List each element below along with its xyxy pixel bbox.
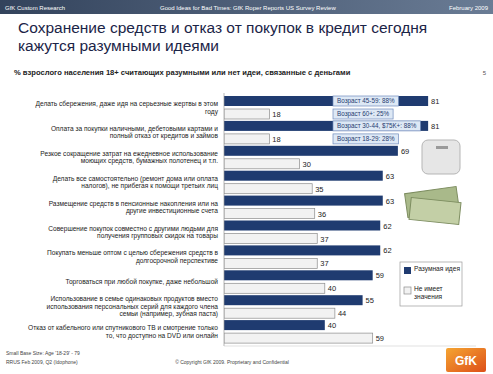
footer-copyright: © Copyright GfK 2009. Proprietary and Co… xyxy=(175,359,289,365)
header-center: Good Ideas for Bad Times: GfK Roper Repo… xyxy=(160,5,336,11)
category-label: Совершение покупок совместно с другими л… xyxy=(28,225,218,240)
decor-image xyxy=(422,140,460,174)
bar xyxy=(224,134,269,144)
legend-swatch xyxy=(404,267,411,274)
bar xyxy=(224,171,383,181)
category-label: Оплата за покупки наличными, дебетовыми … xyxy=(28,125,218,140)
legend-label: Разумная идея xyxy=(414,265,460,273)
bar xyxy=(224,109,269,119)
legend-label: Не имеет значения xyxy=(414,285,460,300)
bar xyxy=(224,184,312,194)
data-label: 59 xyxy=(376,334,384,343)
subtitle: % взрослого населения 18+ считающих разу… xyxy=(14,68,351,77)
category-label: Размещение средств в пенсионные накоплен… xyxy=(28,200,218,215)
bar xyxy=(224,308,335,318)
legend-swatch xyxy=(404,287,411,294)
bar xyxy=(224,221,380,231)
data-label: 62 xyxy=(383,222,391,231)
data-label: 37 xyxy=(320,259,328,268)
bar xyxy=(224,245,380,255)
category-label: Отказ от кабельного или спутникового ТВ … xyxy=(28,324,218,339)
data-label: 40 xyxy=(328,321,336,330)
logo: GfK xyxy=(455,354,477,368)
bar xyxy=(224,295,363,305)
annotation-box xyxy=(333,121,420,131)
bar xyxy=(224,270,373,280)
header-right: February 2009 xyxy=(449,5,489,11)
category-label: Делать все самостоятельно (ремонт дома и… xyxy=(28,175,218,190)
category-label: Делать сбережения, даже идя на серьезные… xyxy=(28,100,218,115)
annotation: Возраст 30-44, $75K+: 88% xyxy=(337,122,417,130)
annotation: Возраст 45-59: 88% xyxy=(337,97,395,105)
bar xyxy=(224,283,325,293)
annotation: Возраст 60+: 25% xyxy=(337,110,389,118)
annotation: Возраст 18-29: 28% xyxy=(337,135,395,143)
category-label: Использование в семье одинаковых продукт… xyxy=(28,295,218,318)
footer-note: Small Base Size: Age '18-29' - 79 xyxy=(6,350,80,356)
legend-box xyxy=(400,262,462,306)
bars xyxy=(224,96,428,343)
data-label: 81 xyxy=(431,122,439,131)
bar xyxy=(224,320,325,330)
data-label: 63 xyxy=(386,172,394,181)
data-label: 59 xyxy=(376,271,384,280)
data-label: 40 xyxy=(328,284,336,293)
bar xyxy=(224,258,317,268)
annotation-box xyxy=(333,96,399,106)
slide: GfK Custom Research Good Ideas for Bad Ti… xyxy=(0,0,493,374)
data-label: 18 xyxy=(272,110,280,119)
bar xyxy=(224,196,383,206)
annotation-box xyxy=(333,134,399,144)
bar xyxy=(224,96,428,106)
category-label: Резкое сокращение затрат на ежедневное и… xyxy=(28,150,218,165)
data-label: 63 xyxy=(386,197,394,206)
data-label: 30 xyxy=(303,160,311,169)
data-label: 36 xyxy=(318,210,326,219)
data-label: 44 xyxy=(338,309,346,318)
decor-image xyxy=(409,197,461,224)
category-label: Покупать меньше оптом с целью сбережения… xyxy=(28,249,218,264)
bar xyxy=(224,159,300,169)
decor-image xyxy=(436,146,448,149)
category-axis xyxy=(224,93,225,346)
bar xyxy=(224,209,315,219)
data-label: 35 xyxy=(315,185,323,194)
bar xyxy=(224,121,428,131)
annotation-box xyxy=(333,109,393,119)
data-label: 37 xyxy=(320,235,328,244)
title: Сохранение средств и отказ от покупок в … xyxy=(18,19,483,55)
value-axis xyxy=(224,346,476,347)
page-number: 5 xyxy=(483,70,487,76)
bar xyxy=(224,234,317,244)
data-label: 69 xyxy=(401,147,409,156)
header-bar xyxy=(0,0,493,14)
bar xyxy=(224,146,398,156)
data-label: 55 xyxy=(366,296,374,305)
data-label: 62 xyxy=(383,246,391,255)
header-left: GfK Custom Research xyxy=(5,5,65,11)
data-label: 18 xyxy=(272,135,280,144)
bar xyxy=(224,333,373,343)
footer-source: RRUS Feb 2009, Q2 (Idophone) xyxy=(6,359,78,365)
slide-canvas: GfK Custom Research Good Ideas for Bad Ti… xyxy=(0,0,493,374)
category-label: Торговаться при любой покупке, даже небо… xyxy=(28,278,218,286)
data-label: 81 xyxy=(431,97,439,106)
logo-box xyxy=(446,348,486,372)
